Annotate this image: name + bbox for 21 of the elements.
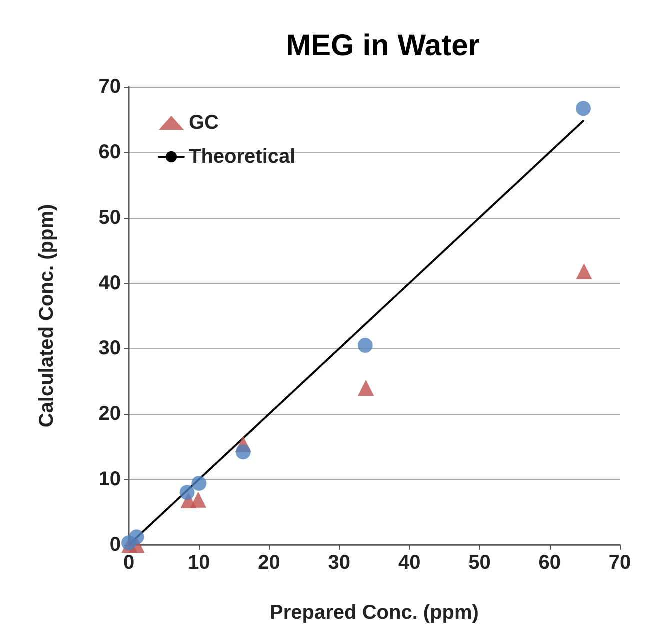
y-tick-label: 30	[98, 338, 121, 360]
y-tick-label: 60	[98, 141, 121, 164]
x-axis-title: Prepared Conc. (ppm)	[270, 602, 479, 624]
x-tick-label: 70	[608, 552, 632, 574]
legend-label: Theoretical	[189, 146, 296, 168]
y-tick-label: 50	[98, 206, 121, 229]
x-tick-label: 60	[538, 552, 561, 574]
y-axis-title: Calculated Conc. (ppm)	[36, 204, 58, 428]
y-tick-label: 40	[98, 272, 121, 294]
y-tick-label: 10	[98, 468, 121, 491]
legend-label: GC	[189, 112, 219, 134]
x-tick-label: 50	[468, 552, 491, 574]
y-tick-label: 70	[98, 76, 121, 98]
y-tick-label: 20	[98, 403, 121, 426]
x-tick-label: 10	[188, 552, 210, 574]
x-tick-label: 20	[258, 552, 280, 574]
chart-title: MEG in Water	[286, 30, 480, 62]
x-tick-label: 40	[398, 552, 421, 574]
x-tick-label: 30	[328, 552, 351, 574]
y-tick-label: 0	[110, 534, 121, 556]
x-tick-label: 0	[123, 552, 135, 574]
